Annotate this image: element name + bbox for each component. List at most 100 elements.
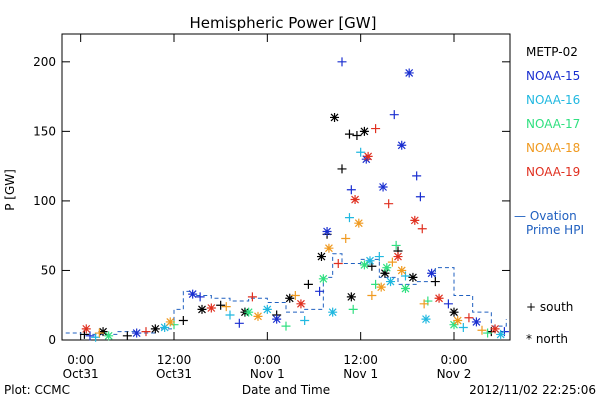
north-point xyxy=(449,307,459,317)
north-point xyxy=(350,195,360,205)
south-point xyxy=(344,129,354,139)
south-point xyxy=(337,57,347,67)
north-point xyxy=(253,311,263,321)
x-tick-label-date: Nov 1 xyxy=(343,367,378,381)
south-point xyxy=(443,299,453,309)
north-point xyxy=(365,256,375,266)
north-point xyxy=(449,320,459,330)
y-tick-label: 100 xyxy=(33,194,56,208)
south-point xyxy=(464,313,474,323)
north-point xyxy=(453,316,463,326)
south-point xyxy=(389,110,399,120)
south-point xyxy=(384,199,394,209)
south-point xyxy=(122,331,132,341)
north-point xyxy=(330,112,340,122)
south-point xyxy=(225,310,235,320)
north-point xyxy=(386,277,396,287)
legend-entry: NOAA-16 xyxy=(526,93,580,107)
north-point xyxy=(471,317,481,327)
north-point xyxy=(408,272,418,282)
south-point xyxy=(412,171,422,181)
south-point xyxy=(374,252,384,262)
south-point xyxy=(346,185,356,195)
north-point xyxy=(244,307,254,317)
south-point xyxy=(216,300,226,310)
south-point xyxy=(477,325,487,335)
south-point xyxy=(341,233,351,243)
legend-entry: NOAA-18 xyxy=(526,141,580,155)
north-point xyxy=(359,126,369,136)
south-point xyxy=(417,224,427,234)
north-point xyxy=(400,284,410,294)
x-tick-label-time: 12:00 xyxy=(343,353,378,367)
north-point xyxy=(380,268,390,278)
south-point xyxy=(290,290,300,300)
north-point xyxy=(410,215,420,225)
north-point xyxy=(262,304,272,314)
north-point xyxy=(354,218,364,228)
footer-right: 2012/11/02 22:25:06 xyxy=(469,383,596,397)
y-axis-label: P [GW] xyxy=(3,169,17,211)
north-point xyxy=(322,227,332,237)
north-point xyxy=(160,322,170,332)
south-point xyxy=(391,240,401,250)
north-point xyxy=(496,329,506,339)
x-tick-label-time: 0:00 xyxy=(67,353,94,367)
north-point xyxy=(81,324,91,334)
y-tick-label: 50 xyxy=(41,263,56,277)
south-point xyxy=(483,328,493,338)
x-tick-label-time: 0:00 xyxy=(254,353,281,367)
south-point xyxy=(352,131,362,141)
north-point xyxy=(328,307,338,317)
north-point xyxy=(434,293,444,303)
y-tick-label: 0 xyxy=(48,333,56,347)
north-point xyxy=(206,303,216,313)
south-point xyxy=(141,327,151,337)
legend-entry: NOAA-17 xyxy=(526,117,580,131)
north-point xyxy=(378,182,388,192)
north-point xyxy=(272,314,282,324)
north-point xyxy=(404,68,414,78)
legend-south: + south xyxy=(526,300,573,314)
south-point xyxy=(94,328,104,338)
ovation-line xyxy=(65,253,507,335)
north-point xyxy=(397,265,407,275)
north-point xyxy=(188,289,198,299)
legend-entry: NOAA-15 xyxy=(526,69,580,83)
south-point xyxy=(348,304,358,314)
south-point xyxy=(195,292,205,302)
y-tick-label: 150 xyxy=(33,124,56,138)
y-axis: 0 50 100 150 200 xyxy=(33,55,510,347)
north-point xyxy=(359,260,369,270)
north-point xyxy=(98,327,108,337)
south-point xyxy=(281,321,291,331)
south-point xyxy=(344,213,354,223)
south-point xyxy=(400,271,410,281)
y-tick-label: 200 xyxy=(33,55,56,69)
north-point xyxy=(346,292,356,302)
data-points xyxy=(79,57,509,342)
x-tick-label-date: Oct31 xyxy=(156,367,192,381)
north-point xyxy=(104,331,114,341)
x-tick-label-date: Nov 2 xyxy=(437,367,472,381)
north-point xyxy=(361,154,371,164)
north-point xyxy=(421,314,431,324)
north-point xyxy=(296,299,306,309)
legend-north: * north xyxy=(526,332,568,346)
south-point xyxy=(387,257,397,267)
north-point xyxy=(318,274,328,284)
legend: METP-02 NOAA-15 NOAA-16 NOAA-17 NOAA-18 NOAA-… xyxy=(514,45,584,346)
chart-title: Hemispheric Power [GW] xyxy=(190,14,377,32)
north-point xyxy=(150,324,160,334)
legend-entry: METP-02 xyxy=(526,45,578,59)
south-point xyxy=(234,318,244,328)
south-point xyxy=(300,316,310,326)
legend-ovation-line1: — Ovation xyxy=(514,209,577,223)
south-point xyxy=(367,290,377,300)
legend-entry: NOAA-19 xyxy=(526,165,580,179)
south-point xyxy=(85,331,95,341)
south-point xyxy=(178,316,188,326)
north-point xyxy=(132,328,142,338)
